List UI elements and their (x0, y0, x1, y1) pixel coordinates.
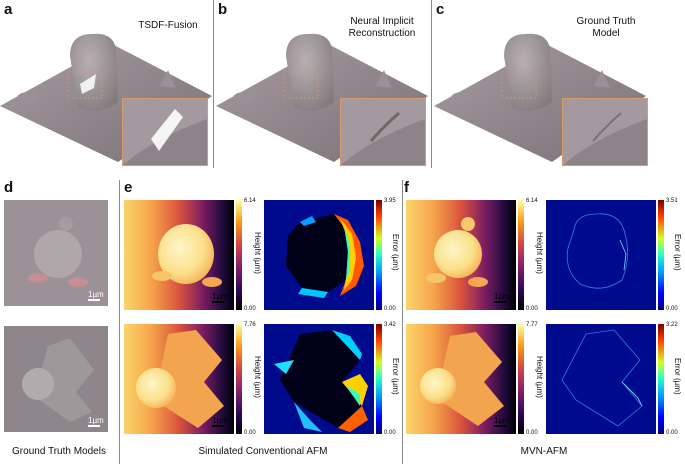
cbar-f2-error-max: 3.22 (666, 322, 678, 328)
zoom-inset-b (340, 98, 426, 166)
panel-title-c: Ground Truth Model (566, 16, 646, 40)
e-height-map-mouse (124, 200, 234, 310)
cbar-f1-error (658, 200, 664, 310)
scalebar-d1-bar (88, 299, 100, 301)
cbar-e2-error-min: 0.00 (384, 430, 396, 436)
cbar-f2-error-title: Error (µm) (673, 358, 682, 395)
f-error-map-mouse (546, 200, 656, 310)
cbar-e1-error-min: 0.00 (384, 306, 396, 312)
cbar-e2-height (236, 324, 242, 434)
f-height-map-cross (406, 324, 516, 434)
panel-title-b-line2: Reconstruction (348, 28, 416, 39)
cbar-f2-height (518, 324, 524, 434)
cbar-f2-height-title: Height (µm) (535, 356, 544, 398)
divider-bottom-de (119, 180, 120, 464)
cbar-f2-error (658, 324, 664, 434)
cbar-e2-error-title: Error (µm) (391, 358, 400, 395)
e-height-map-cross (124, 324, 234, 434)
caption-e: Simulated Conventional AFM (198, 446, 328, 457)
cbar-e1-height-max: 6.14 (244, 198, 256, 204)
panel-label-a: a (4, 1, 13, 18)
caption-d: Ground Truth Models (12, 446, 106, 457)
cbar-f1-error-min: 0.00 (666, 306, 678, 312)
cbar-e1-height-min: 0.00 (244, 306, 256, 312)
panel-label-b: b (218, 1, 228, 18)
cbar-e1-error-title: Error (µm) (391, 234, 400, 271)
scalebar-e1: 1µm (212, 292, 232, 303)
panel-label-d: d (4, 179, 14, 196)
panel-label-e: e (124, 179, 133, 196)
divider-bottom-ef (402, 180, 403, 464)
cbar-f1-error-max: 3.51 (666, 198, 678, 204)
cbar-e2-height-min: 0.00 (244, 430, 256, 436)
f-error-map-cross (546, 324, 656, 434)
scalebar-f1-label: 1µm (494, 292, 510, 301)
cbar-e2-height-title: Height (µm) (253, 356, 262, 398)
cbar-f1-height-title: Height (µm) (535, 232, 544, 274)
scalebar-f2-label: 1µm (494, 416, 510, 425)
panel-title-a: TSDF-Fusion (138, 20, 198, 31)
caption-f: MVN-AFM (520, 446, 568, 457)
scalebar-f2-bar (494, 425, 506, 427)
panel-label-c: c (436, 1, 445, 18)
cbar-f2-height-min: 0.00 (526, 430, 538, 436)
divider-top-ab (213, 0, 214, 168)
scalebar-d1-label: 1µm (88, 290, 104, 299)
scalebar-f2: 1µm (494, 416, 514, 427)
panel-title-b: Neural Implicit Reconstruction (332, 16, 432, 40)
gt-model-mouse (4, 200, 108, 306)
scalebar-e1-label: 1µm (212, 292, 228, 301)
panel-label-f: f (404, 179, 409, 196)
gt-model-cross (4, 326, 108, 432)
cbar-f1-height (518, 200, 524, 310)
cbar-e2-error (376, 324, 382, 434)
divider-top-bc (431, 0, 432, 168)
zoom-inset-c (562, 98, 648, 166)
panel-title-b-line1: Neural Implicit (350, 16, 414, 27)
e-error-map-cross (264, 324, 374, 434)
scalebar-e2-label: 1µm (212, 416, 228, 425)
cbar-e1-error (376, 200, 382, 310)
scalebar-e1-bar (212, 301, 224, 303)
scalebar-d2-bar (88, 425, 100, 427)
cbar-e2-height-max: 7.76 (244, 322, 256, 328)
cbar-f2-height-max: 7.77 (526, 322, 538, 328)
scalebar-d2-label: 1µm (88, 416, 104, 425)
cbar-e1-height-title: Height (µm) (253, 232, 262, 274)
scalebar-d2: 1µm (88, 416, 108, 427)
scalebar-f1: 1µm (494, 292, 514, 303)
scalebar-f1-bar (494, 301, 506, 303)
e-error-map-mouse (264, 200, 374, 310)
cbar-e2-error-max: 3.42 (384, 322, 396, 328)
cbar-e1-error-max: 3.95 (384, 198, 396, 204)
scalebar-d1: 1µm (88, 290, 108, 301)
cbar-f2-error-min: 0.00 (666, 430, 678, 436)
scalebar-e2: 1µm (212, 416, 232, 427)
f-height-map-mouse (406, 200, 516, 310)
zoom-inset-a (122, 98, 208, 166)
cbar-f1-error-title: Error (µm) (673, 234, 682, 271)
cbar-f1-height-min: 0.00 (526, 306, 538, 312)
cbar-e1-height (236, 200, 242, 310)
cbar-f1-height-max: 6.14 (526, 198, 538, 204)
panel-title-c-line1: Ground Truth (576, 16, 636, 27)
panel-title-c-line2: Model (592, 28, 620, 39)
scalebar-e2-bar (212, 425, 224, 427)
